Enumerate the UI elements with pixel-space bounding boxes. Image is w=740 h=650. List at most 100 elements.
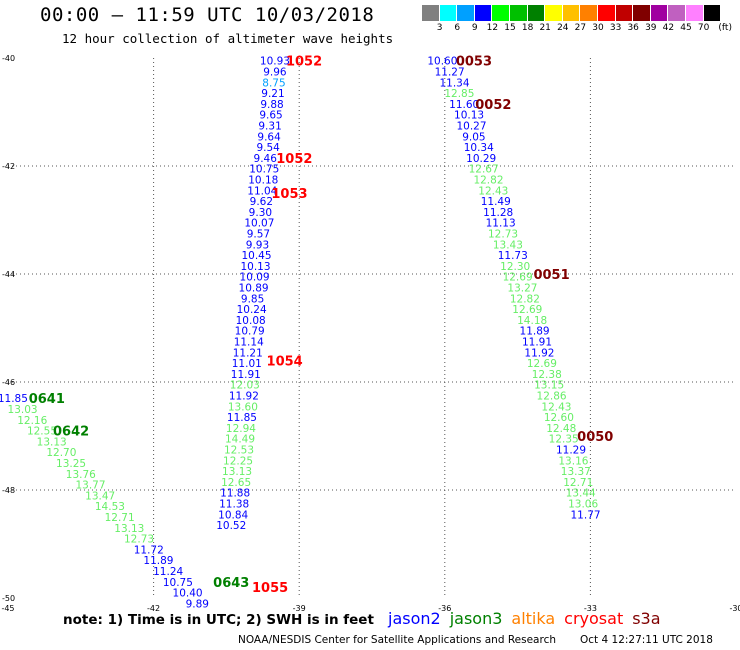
wave-height-label: 12.71 [105,512,135,524]
wave-height-label: 11.38 [219,499,249,511]
wave-height-label: 13.60 [228,401,258,413]
color-scale-label: 3 [436,23,443,33]
wave-height-label: 11.21 [233,347,263,359]
x-tick-label: -42 [147,604,160,613]
chart-subtitle: 12 hour collection of altimeter wave hei… [62,31,394,46]
color-swatch [562,5,581,21]
pass-time-label: 0050 [577,430,613,445]
wave-height-label: 10.52 [216,520,246,532]
wave-height-label: 12.38 [532,369,562,381]
wave-height-label: 10.34 [464,142,494,154]
wave-height-label: 13.27 [507,283,537,295]
wave-height-label: 9.54 [256,142,280,154]
wave-height-label: 11.60 [449,99,479,111]
wave-height-label: 13.06 [568,499,598,511]
wave-height-label: 11.85 [227,412,257,424]
color-scale-label: 21 [539,23,551,33]
wave-height-label: 11.01 [232,358,262,370]
wave-height-label: 10.29 [466,153,496,165]
wave-height-label: 11.91 [522,337,552,349]
wave-height-label: 9.85 [241,293,264,305]
pass-time-label: 1055 [252,581,288,596]
color-scale-labels: 3 6 9 12 15 18 21 24 27 30 33 36 39 42 45 70 (ft) [422,23,740,35]
wave-height-label: 12.30 [500,261,530,273]
color-swatch [633,5,651,21]
color-scale-label: 9 [471,23,478,33]
wave-height-label: 13.03 [8,404,38,416]
color-scale-label: 6 [454,23,461,33]
footer-credit: NOAA/NESDIS Center for Satellite Applica… [238,634,556,646]
wave-height-label: 10.08 [236,315,266,327]
wave-height-label: 10.89 [239,283,269,295]
color-swatch [668,5,686,21]
wave-height-label: 12.82 [510,293,540,305]
wave-height-label: 10.09 [240,272,270,284]
wave-height-label: 11.73 [498,250,528,262]
wave-height-label: 11.24 [153,566,183,578]
color-swatch [685,5,704,21]
y-tick-label: -50 [2,594,15,603]
color-scale-label: 45 [680,23,692,33]
wave-height-label: 14.18 [517,315,547,327]
color-swatch [545,5,563,21]
color-scale-label: 18 [521,23,534,33]
pass-time-label: 0642 [53,425,89,440]
color-swatch [703,5,722,21]
wave-height-label: 12.43 [478,185,508,197]
wave-height-label: 11.72 [134,544,164,556]
color-swatch [615,5,634,21]
wave-height-label: 11.85 [0,393,28,405]
wave-height-label: 11.14 [234,337,264,349]
wave-height-label: 10.45 [241,250,271,262]
wave-height-label: 12.71 [563,477,593,489]
wave-height-label: 12.65 [221,477,251,489]
wave-height-label: 12.69 [503,272,533,284]
wave-height-label: 9.96 [263,67,287,79]
x-tick-label: -33 [584,604,597,613]
color-scale-label: 12 [486,23,499,33]
wave-height-label: 8.75 [262,77,285,89]
color-swatch [492,5,510,21]
pass-time-label: 0053 [456,55,492,70]
color-swatch [457,5,475,21]
color-swatch [439,5,458,21]
satellite-legend: jason2 jason3 altika cryosat s3a [388,609,670,628]
wave-height-label: 12.94 [226,423,256,435]
wave-height-label: 13.77 [75,480,105,492]
wave-height-label: 12.73 [124,534,154,546]
wave-height-label: 12.86 [537,391,567,403]
pass-time-label: 0052 [475,98,511,113]
color-scale-label: 70 [697,23,710,33]
wave-height-label: 10.07 [244,218,274,230]
wave-height-label: 13.13 [222,466,252,478]
satellite-legend-cryosat: cryosat [564,609,624,628]
wave-height-label: 12.48 [546,423,576,435]
wave-height-label: 12.73 [488,229,518,241]
wave-height-label: 12.35 [549,434,579,446]
wave-height-label: 12.03 [230,380,260,392]
wave-height-label: 12.67 [469,164,499,176]
pass-time-label: 1053 [271,187,307,202]
color-swatch [509,5,528,21]
y-tick-label: -44 [2,270,15,279]
wave-height-label: 9.93 [246,239,269,251]
wave-height-label: 13.44 [566,488,596,500]
wave-height-label: 12.70 [46,447,76,459]
wave-height-label: 12.82 [473,175,503,187]
wave-height-label: 12.60 [544,412,574,424]
wave-height-label: 12.85 [444,88,474,100]
wave-height-label: 10.13 [454,110,484,122]
pass-time-label: 1052 [286,55,322,70]
satellite-legend-s3a: s3a [632,609,661,628]
color-scale-label: 33 [609,23,622,33]
color-scale-label: 24 [557,23,569,33]
wave-height-label: 11.92 [524,347,554,359]
wave-height-label: 10.75 [163,577,193,589]
color-scale-label: 42 [662,23,675,33]
footer-note: note: 1) Time is in UTC; 2) SWH is in fe… [63,612,374,628]
wave-height-label: 9.64 [257,131,281,143]
pass-time-label: 0643 [213,576,249,591]
color-swatch [580,5,598,21]
wave-height-label: 12.53 [224,445,254,457]
wave-height-label: 9.21 [261,88,284,100]
